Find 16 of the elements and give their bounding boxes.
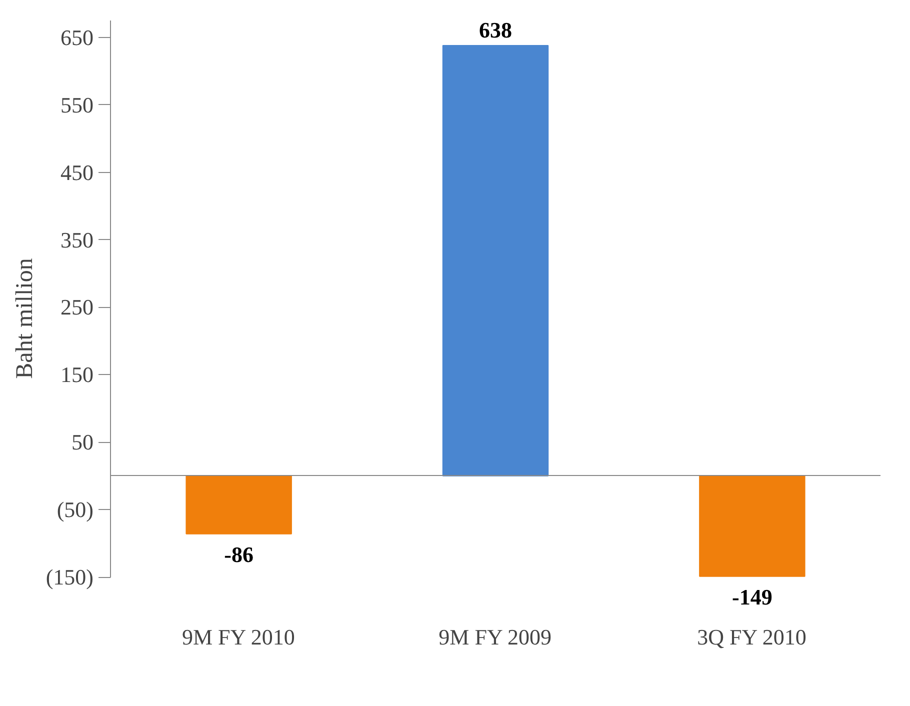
y-tick-label: 350	[60, 227, 94, 252]
x-tick-label: 9M FY 2009	[438, 624, 552, 650]
y-tick-label: (150)	[46, 564, 94, 590]
data-label: 638	[479, 17, 512, 42]
y-tick-label: 450	[60, 160, 94, 185]
data-label: -86	[224, 542, 254, 567]
y-tick-label: 250	[60, 294, 94, 320]
x-tick-label: 3Q FY 2010	[697, 624, 806, 650]
y-tick-label: 50	[72, 430, 94, 455]
y-axis-title: Baht million	[12, 258, 38, 379]
data-label: -149	[732, 584, 772, 610]
x-tick-label: 9M FY 2010	[182, 624, 295, 650]
y-tick-label: (50)	[56, 497, 94, 522]
y-tick-label: 650	[60, 24, 94, 50]
y-tick-label: 550	[60, 92, 94, 118]
y-tick-label: 150	[60, 362, 94, 388]
